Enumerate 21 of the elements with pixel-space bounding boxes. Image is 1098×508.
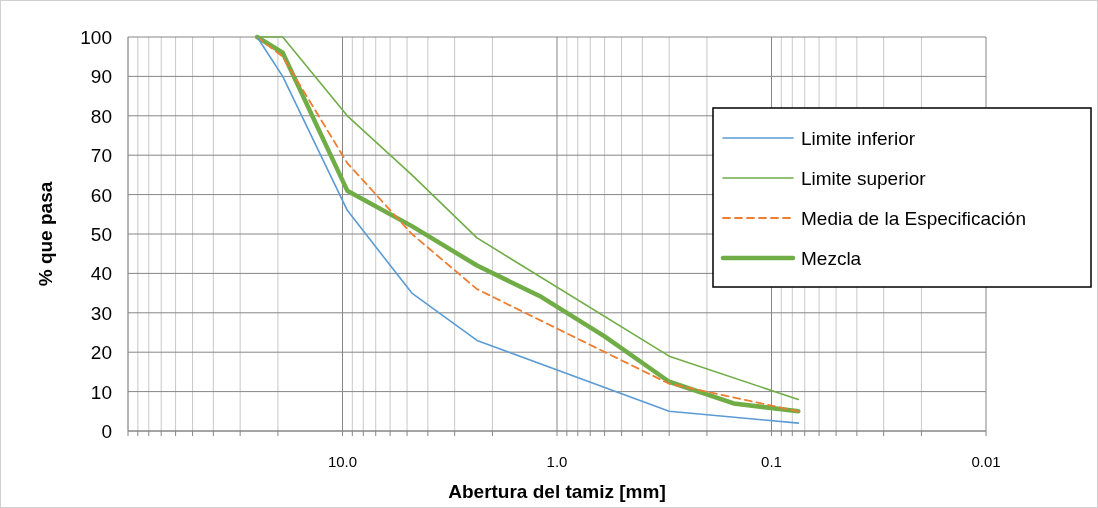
y-tick-label: 90	[90, 66, 112, 88]
x-axis-title: Abertura del tamiz [mm]	[448, 481, 666, 502]
x-tick-label: 0.1	[761, 453, 782, 470]
y-tick-label: 50	[90, 224, 112, 245]
y-tick-label: 10	[90, 381, 112, 403]
y-tick-label: 100	[80, 27, 112, 48]
y-tick-label: 80	[90, 105, 112, 127]
y-tick-label: 70	[90, 145, 112, 167]
x-tick-label: 10.0	[327, 453, 358, 470]
legend-label: Mezcla	[801, 248, 862, 269]
x-tick-label: 0.01	[971, 453, 1001, 470]
legend-label: Media de la Especificación	[801, 208, 1026, 229]
y-tick-label: 60	[90, 184, 112, 206]
y-tick-label: 30	[90, 302, 112, 324]
y-axis-title: % que pasa	[35, 181, 56, 287]
legend-label: Limite inferior	[801, 128, 916, 149]
y-tick-label: 40	[90, 263, 112, 285]
y-tick-label: 0	[101, 421, 112, 442]
y-tick-label: 20	[90, 342, 112, 364]
legend-label: Limite superior	[801, 168, 927, 189]
x-tick-label: 1.0	[546, 453, 568, 470]
